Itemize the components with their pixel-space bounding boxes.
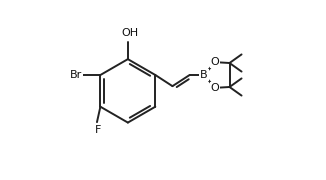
Text: O: O — [211, 57, 219, 67]
Text: OH: OH — [121, 28, 138, 38]
Text: B: B — [200, 70, 208, 80]
Text: Br: Br — [70, 70, 82, 80]
Text: O: O — [211, 83, 219, 93]
Text: F: F — [95, 125, 101, 135]
